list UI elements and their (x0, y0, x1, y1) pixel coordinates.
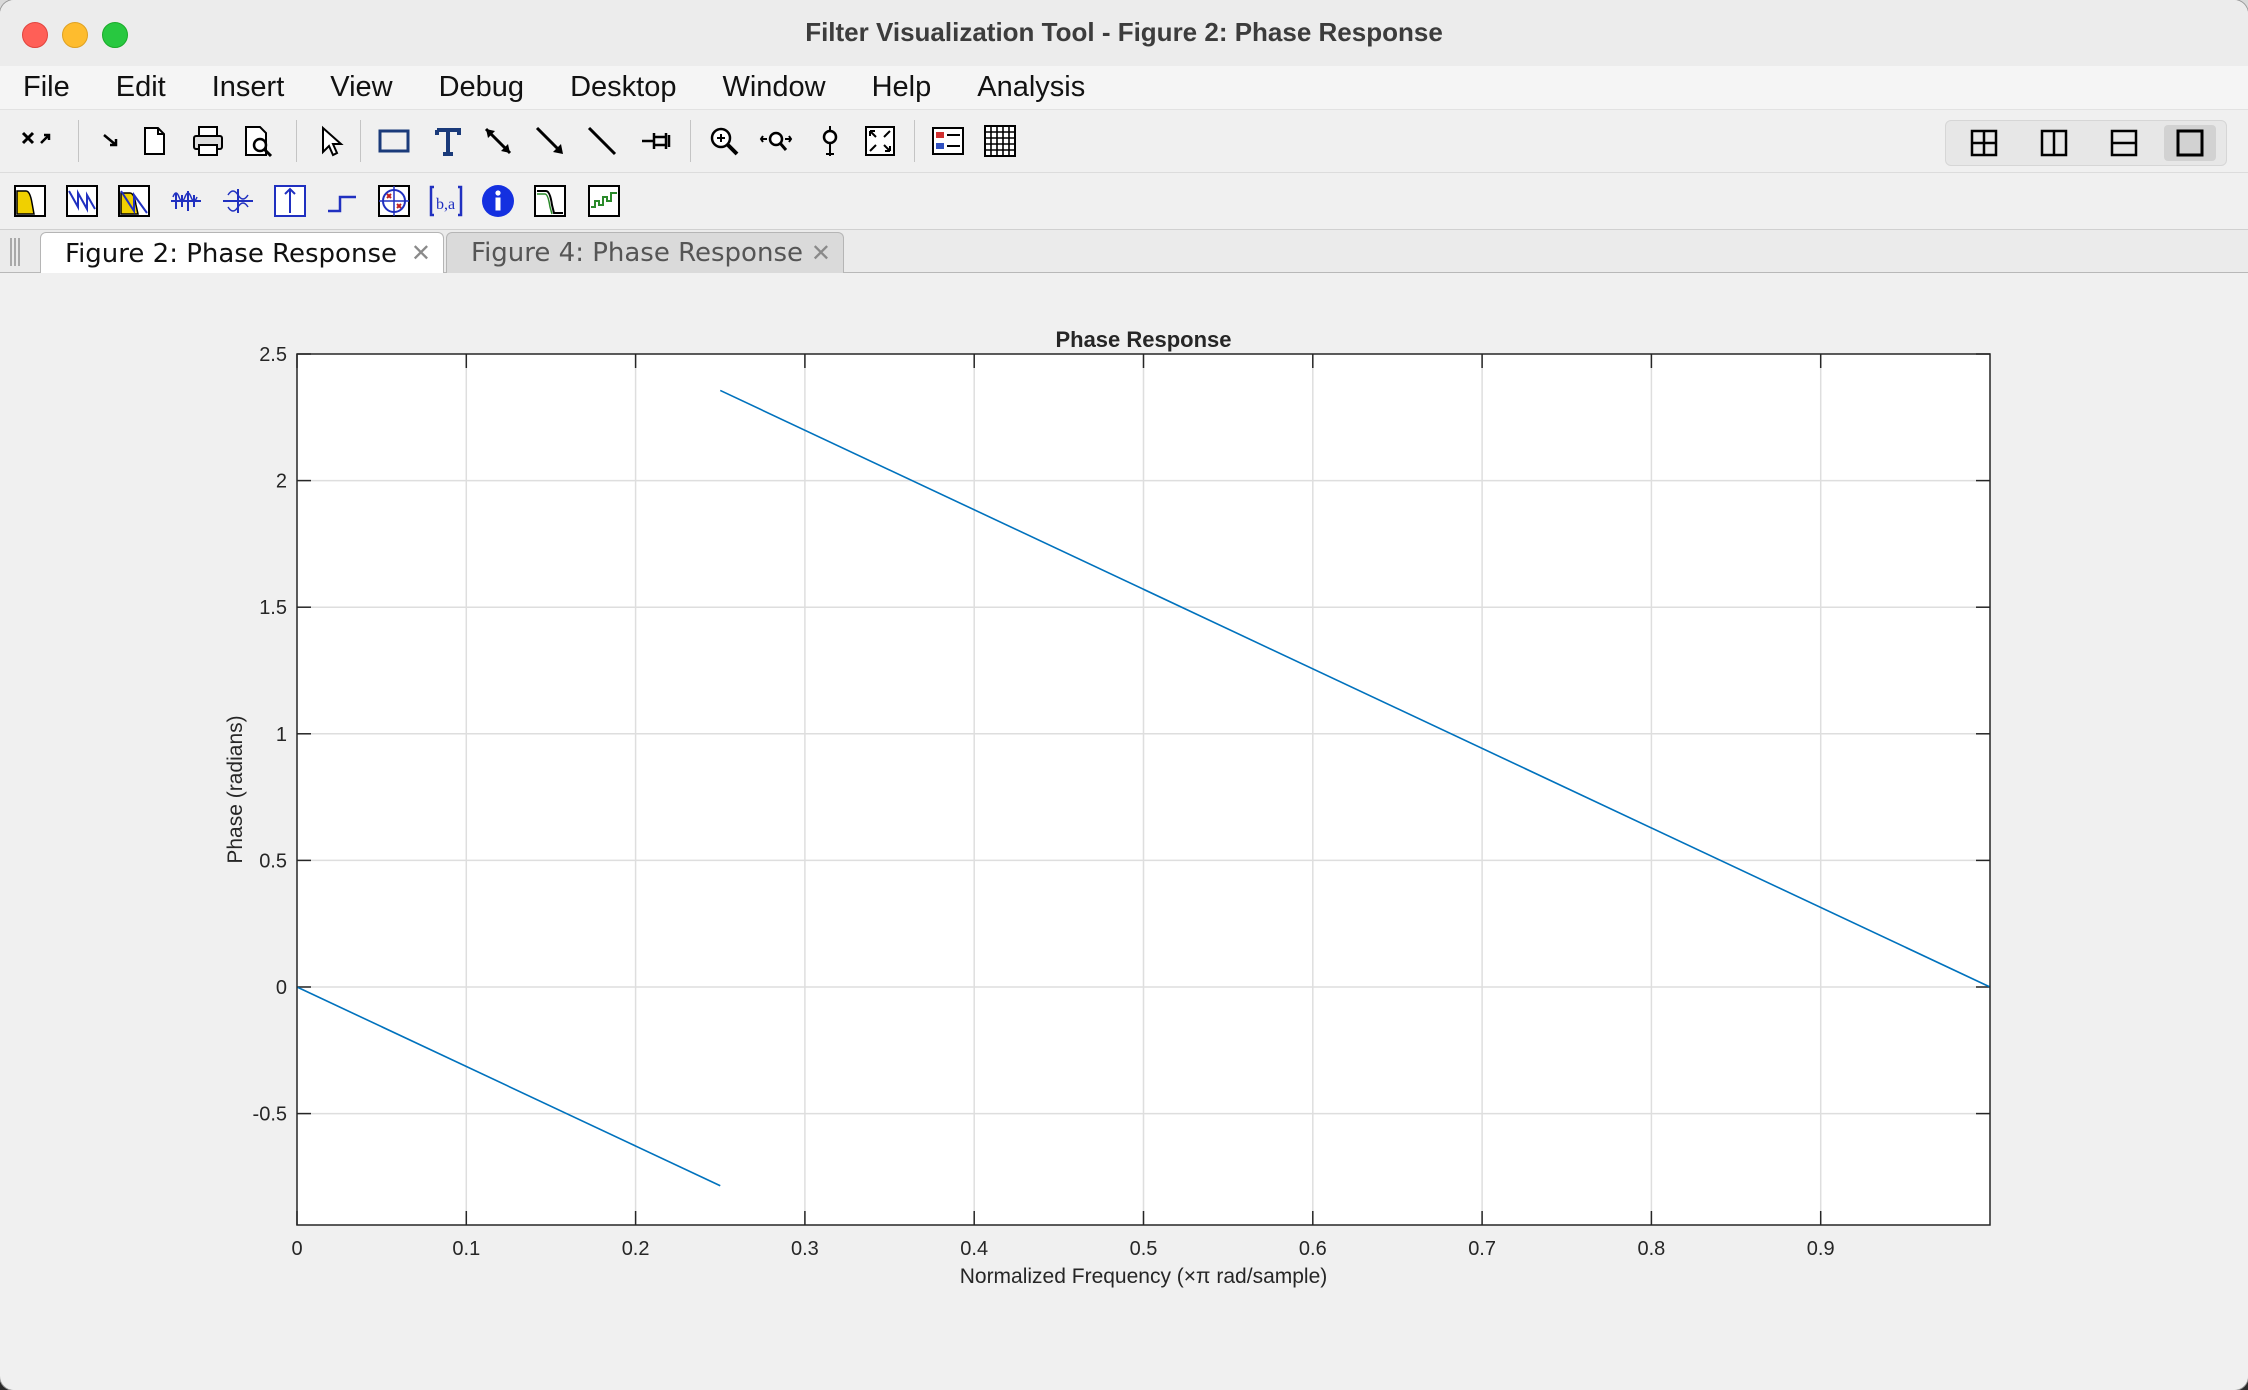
menu-window[interactable]: Window (722, 71, 826, 103)
select-pointer-icon[interactable] (310, 121, 350, 161)
menu-edit[interactable]: Edit (115, 71, 166, 103)
main-toolbar (0, 110, 2248, 173)
arrow-line-icon[interactable] (530, 121, 570, 161)
split-vertical-icon[interactable] (2028, 125, 2080, 161)
figure-canvas: 0 0.1 0.2 0.3 0.4 0.5 0.6 0.7 0.8 0.9 -0.5 0 0.5 1 1.5… (6, 273, 2248, 1390)
single-panel-icon[interactable] (2164, 125, 2216, 161)
phase-delay-icon[interactable] (218, 181, 258, 221)
zoom-fit-icon[interactable] (860, 121, 900, 161)
x-tick-label: 0.8 (1637, 1238, 1665, 1260)
undock-icon[interactable] (14, 121, 60, 161)
pan-icon[interactable] (756, 121, 796, 161)
close-tab-icon[interactable]: ✕ (810, 239, 831, 267)
y-tick-label: 2 (276, 471, 287, 493)
magnitude-phase-icon[interactable] (114, 181, 154, 221)
round-off-noise-icon[interactable] (584, 181, 624, 221)
toolbar-separator (78, 120, 79, 162)
legend-icon[interactable] (928, 121, 968, 161)
y-tick-label: -0.5 (253, 1104, 287, 1126)
filter-info-icon[interactable] (478, 181, 518, 221)
menu-insert[interactable]: Insert (211, 71, 285, 103)
data-cursor-icon[interactable] (810, 121, 850, 161)
rectangle-icon[interactable] (374, 121, 414, 161)
title-bar: Filter Visualization Tool - Figure 2: Ph… (0, 0, 2248, 67)
print-preview-icon[interactable] (238, 121, 278, 161)
close-window-button[interactable] (22, 22, 48, 48)
tab-figure-4[interactable]: Figure 4: Phase Response ✕ (446, 232, 844, 273)
menu-debug[interactable]: Debug (438, 71, 525, 103)
toolbar-separator (914, 120, 915, 162)
menu-help[interactable]: Help (871, 71, 932, 103)
tab-figure-2[interactable]: Figure 2: Phase Response ✕ (40, 232, 444, 274)
impulse-response-icon[interactable] (270, 181, 310, 221)
menu-file[interactable]: File (23, 71, 70, 103)
menu-analysis[interactable]: Analysis (977, 71, 1086, 103)
y-tick-label: 0.5 (259, 850, 287, 872)
svg-text:b,a: b,a (436, 196, 455, 213)
menu-view[interactable]: View (330, 71, 393, 103)
tab-label: Figure 4: Phase Response (471, 238, 803, 268)
magnitude-response-icon[interactable] (10, 181, 50, 221)
magnitude-estimate-icon[interactable] (530, 181, 570, 221)
minimize-window-button[interactable] (62, 22, 88, 48)
layout-selector (1945, 120, 2227, 166)
tab-bar-grip[interactable] (10, 238, 20, 266)
phase-line-segment (296, 986, 721, 1187)
menu-bar: File Edit Insert View Debug Desktop Wind… (0, 66, 2248, 110)
filter-coefficients-icon[interactable]: b,a (426, 181, 466, 221)
analysis-toolbar: b,a (0, 173, 2248, 230)
y-axis-label: Phase (radians) (224, 715, 247, 863)
plot-axes-box (296, 353, 1991, 1226)
text-icon[interactable] (428, 121, 468, 161)
menu-desktop[interactable]: Desktop (570, 71, 677, 103)
toolbar-separator (296, 120, 297, 162)
close-tab-icon[interactable]: ✕ (410, 239, 431, 267)
toolbar-separator (690, 120, 691, 162)
pin-icon[interactable] (636, 121, 676, 161)
tab-label: Figure 2: Phase Response (65, 238, 397, 269)
group-delay-icon[interactable] (166, 181, 206, 221)
phase-response-plot[interactable]: 0 0.1 0.2 0.3 0.4 0.5 0.6 0.7 0.8 0.9 -0.5 0 0.5 1 1.5… (6, 273, 2248, 1390)
axis-ticks: 0 0.1 0.2 0.3 0.4 0.5 0.6 0.7 0.8 0.9 -0.5 0 0.5 1 1.5… (253, 344, 1990, 1260)
figure-tab-bar: Figure 2: Phase Response ✕ Figure 4: Pha… (0, 230, 2248, 274)
maximize-window-button[interactable] (102, 22, 128, 48)
grid-lines (297, 354, 1990, 1225)
arrow-icon[interactable] (92, 121, 132, 161)
toolbar-separator (360, 120, 361, 162)
x-tick-label: 0.7 (1468, 1238, 1496, 1260)
double-arrow-icon[interactable] (478, 121, 518, 161)
x-axis-label: Normalized Frequency (×π rad/sample) (960, 1265, 1328, 1288)
phase-line-segment (719, 389, 1991, 988)
line-icon[interactable] (582, 121, 622, 161)
new-figure-icon[interactable] (134, 121, 174, 161)
chart-title: Phase Response (1055, 327, 1231, 352)
split-horizontal-icon[interactable] (2098, 125, 2150, 161)
y-tick-label: 1.5 (259, 597, 287, 619)
pole-zero-icon[interactable] (374, 181, 414, 221)
y-tick-label: 2.5 (259, 344, 287, 366)
zoom-in-icon[interactable] (704, 121, 744, 161)
grid-icon[interactable] (980, 121, 1020, 161)
print-icon[interactable] (188, 121, 228, 161)
y-tick-label: 1 (276, 724, 287, 746)
x-tick-label: 0.4 (960, 1238, 988, 1260)
x-tick-label: 0.6 (1299, 1238, 1327, 1260)
y-tick-label: 0 (276, 977, 287, 999)
data-series (296, 389, 1991, 1187)
x-tick-label: 0.3 (791, 1238, 819, 1260)
step-response-icon[interactable] (322, 181, 362, 221)
grid-2x2-icon[interactable] (1958, 125, 2010, 161)
x-tick-label: 0 (291, 1238, 302, 1260)
phase-response-icon[interactable] (62, 181, 102, 221)
window-title: Filter Visualization Tool - Figure 2: Ph… (805, 17, 1443, 47)
x-tick-label: 0.2 (622, 1238, 650, 1260)
x-tick-label: 0.1 (452, 1238, 480, 1260)
x-tick-label: 0.9 (1807, 1238, 1835, 1260)
x-tick-label: 0.5 (1130, 1238, 1158, 1260)
